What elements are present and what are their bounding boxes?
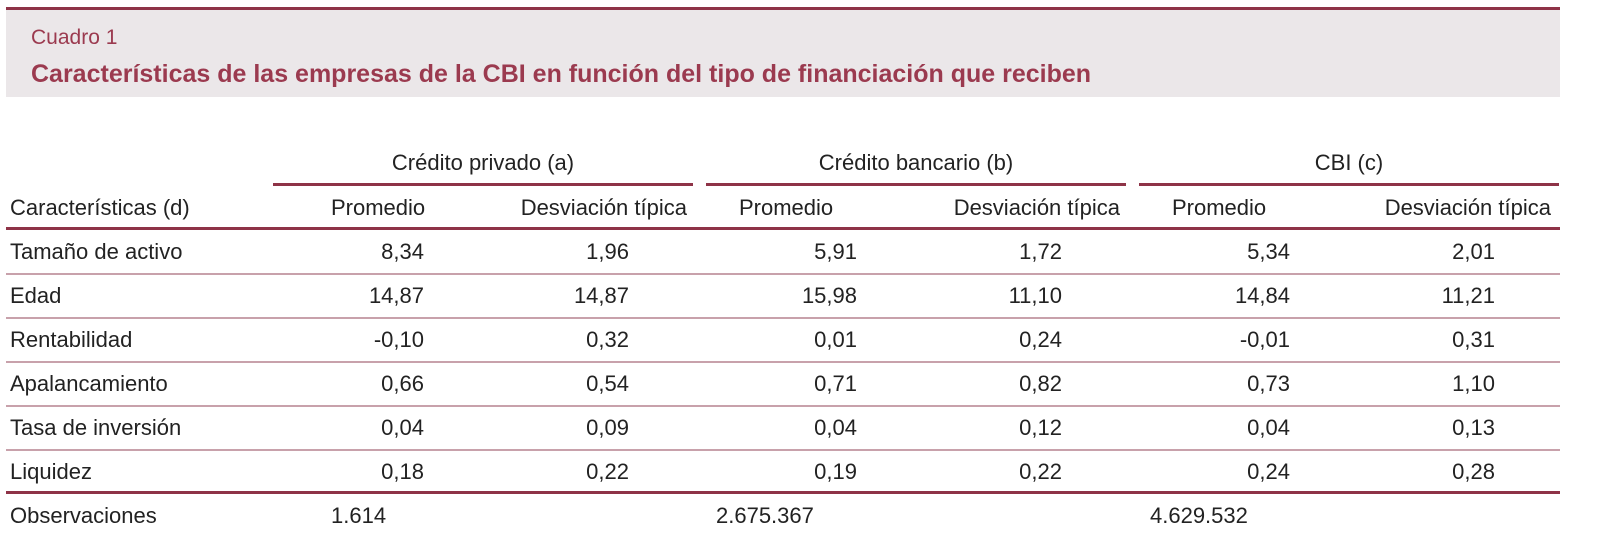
row-label: Rentabilidad [10,327,133,352]
row-label: Liquidez [10,459,92,484]
cell-value: 0,18 [381,459,424,484]
row-label: Tasa de inversión [10,415,182,440]
row-label: Apalancamiento [10,371,168,396]
column-header: Promedio [1172,195,1267,220]
cell-value: 5,91 [814,239,857,264]
column-header: Promedio [739,195,834,220]
column-header: Desviación típica [953,195,1120,220]
footer-rule [6,491,1560,494]
group-rule [273,183,693,186]
cell-value: 0,28 [1452,459,1495,484]
cell-value: 2,01 [1452,239,1495,264]
header-band [6,7,1560,97]
cell-value: 0,22 [586,459,629,484]
cell-value: 0,66 [381,371,424,396]
footer-value: 4.629.532 [1150,503,1248,528]
table-label: Cuadro 1 [31,26,118,49]
cell-value: 0,24 [1019,327,1062,352]
column-header: Desviación típica [1384,195,1551,220]
cell-value: 8,34 [381,239,424,264]
column-header: Desviación típica [520,195,687,220]
group-header: Crédito privado (a) [391,150,575,175]
cell-value: 11,21 [1441,283,1495,308]
cell-value: 0,73 [1247,371,1290,396]
table-title: Características de las empresas de la CB… [31,60,1092,88]
cell-value: 11,10 [1008,283,1062,308]
row-label: Edad [10,283,62,308]
group-header: Crédito bancario (b) [818,150,1014,175]
cell-value: 0,71 [814,371,857,396]
group-rule [1139,183,1559,186]
footer-value: 2.675.367 [716,503,814,528]
cell-value: 1,10 [1452,371,1495,396]
group-rule [706,183,1126,186]
group-header: CBI (c) [1314,150,1384,175]
cell-value: 0,04 [1247,415,1290,440]
column-header: Promedio [331,195,426,220]
footer-value: 1.614 [331,503,387,528]
cell-value: -0,01 [1239,327,1290,352]
cell-value: 0,09 [586,415,629,440]
footer-label: Observaciones [10,503,157,528]
cell-value: 14,87 [573,283,629,308]
row-rule [6,405,1560,407]
row-rule [6,273,1560,275]
cell-value: 15,98 [801,283,857,308]
cell-value: 0,31 [1452,327,1495,352]
cell-value: 0,32 [586,327,629,352]
row-rule [6,449,1560,451]
cell-value: 14,84 [1234,283,1290,308]
cell-value: 0,12 [1019,415,1062,440]
cell-value: 0,54 [586,371,629,396]
cell-value: 14,87 [368,283,424,308]
row-rule [6,317,1560,319]
cell-value: 0,13 [1452,415,1495,440]
cell-value: -0,10 [373,327,424,352]
cell-value: 0,04 [814,415,857,440]
cell-value: 0,01 [814,327,857,352]
column-header: Características (d) [10,195,190,220]
cell-value: 1,72 [1019,239,1062,264]
header-rule [6,227,1560,230]
cell-value: 0,24 [1247,459,1290,484]
cell-value: 0,82 [1019,371,1062,396]
row-label: Tamaño de activo [10,239,183,264]
cell-value: 0,22 [1019,459,1062,484]
cell-value: 5,34 [1247,239,1290,264]
cell-value: 1,96 [586,239,629,264]
cell-value: 0,19 [814,459,857,484]
cell-value: 0,04 [381,415,424,440]
row-rule [6,361,1560,363]
